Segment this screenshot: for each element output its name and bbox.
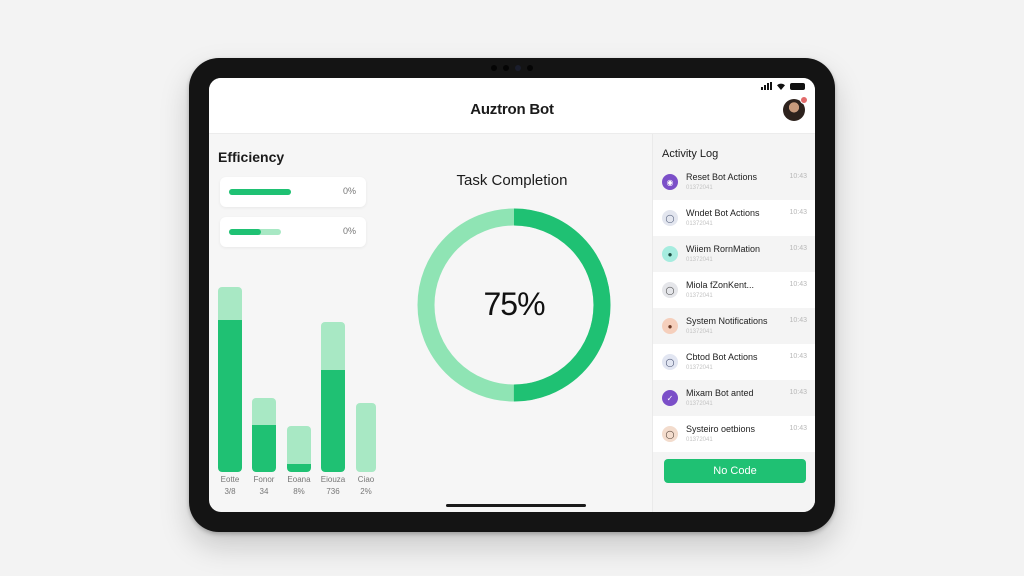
bar-label: Ciao 2% (357, 475, 375, 496)
top-bar: Auztron Bot (209, 78, 815, 134)
efficiency-title: Efficiency (218, 149, 285, 165)
bar-label: Eotte 3/8 (220, 475, 240, 496)
bar-eoana (287, 426, 311, 472)
bar-ciao (356, 403, 376, 472)
sensor-dot (527, 65, 533, 71)
camera-array (481, 63, 543, 73)
bar-eiouza (321, 322, 345, 472)
list-item[interactable]: ● System Notifications 01372041 10:43 (653, 308, 815, 344)
notification-badge (800, 96, 808, 104)
status-bar (761, 82, 805, 90)
list-item[interactable]: ◉ Reset Bot Actions 01372041 10:43 (653, 164, 815, 200)
list-item[interactable]: ◯ Systeiro oetbions 01372041 10:43 (653, 416, 815, 452)
cellular-signal-icon (761, 82, 772, 90)
bar-eotte (218, 287, 242, 472)
bar-fonor (252, 398, 276, 472)
bot-icon: ● (662, 246, 678, 262)
progress-value: 0% (342, 186, 356, 196)
task-completion-title: Task Completion (456, 172, 568, 189)
task-completion-value: 75% (483, 286, 545, 322)
efficiency-progress-card: 0% (220, 177, 366, 207)
bar-label: Eiouza 736 (320, 475, 346, 496)
progress-fill (229, 229, 262, 235)
app-screen: Auztron Bot Efficiency 0% 0% (209, 78, 815, 512)
app-title: Auztron Bot (470, 101, 554, 118)
list-item[interactable]: ◯ Cbtod Bot Actions 01372041 10:43 (653, 344, 815, 380)
home-indicator[interactable] (446, 504, 586, 507)
wifi-icon (776, 82, 786, 90)
list-item[interactable]: ✓ Mixam Bot anted 01372041 10:43 (653, 380, 815, 416)
task-completion-donut (417, 208, 611, 402)
progress-track (229, 189, 291, 195)
progress-fill (229, 189, 291, 195)
efficiency-bar-chart (218, 264, 378, 472)
avatar[interactable] (783, 96, 808, 121)
activity-log-panel: Activity Log ◉ Reset Bot Actions 0137204… (652, 134, 815, 512)
no-code-button[interactable]: No Code (664, 459, 806, 483)
sensor-dot (491, 65, 497, 71)
check-badge-icon: ✓ (662, 390, 678, 406)
shield-icon: ◯ (662, 210, 678, 226)
camera-lens (515, 65, 521, 71)
tablet-device: Auztron Bot Efficiency 0% 0% (189, 58, 835, 532)
shield-icon: ◯ (662, 354, 678, 370)
sensor-dot (503, 65, 509, 71)
list-item[interactable]: ● Wiiem RornMation 01372041 10:43 (653, 236, 815, 272)
camera-icon: ◉ (662, 174, 678, 190)
progress-track (229, 229, 281, 235)
efficiency-progress-card: 0% (220, 217, 366, 247)
activity-log-title: Activity Log (662, 148, 719, 160)
bar-label: Fonor 34 (253, 475, 275, 496)
list-item[interactable]: ◯ Miola fZonKent... 01372041 10:43 (653, 272, 815, 308)
shield-icon: ◯ (662, 426, 678, 442)
shield-icon: ◯ (662, 282, 678, 298)
progress-value: 0% (342, 226, 356, 236)
person-icon: ● (662, 318, 678, 334)
bar-label: Eoana 8% (287, 475, 311, 496)
battery-icon (790, 82, 805, 90)
list-item[interactable]: ◯ Wndet Bot Actions 01372041 10:43 (653, 200, 815, 236)
